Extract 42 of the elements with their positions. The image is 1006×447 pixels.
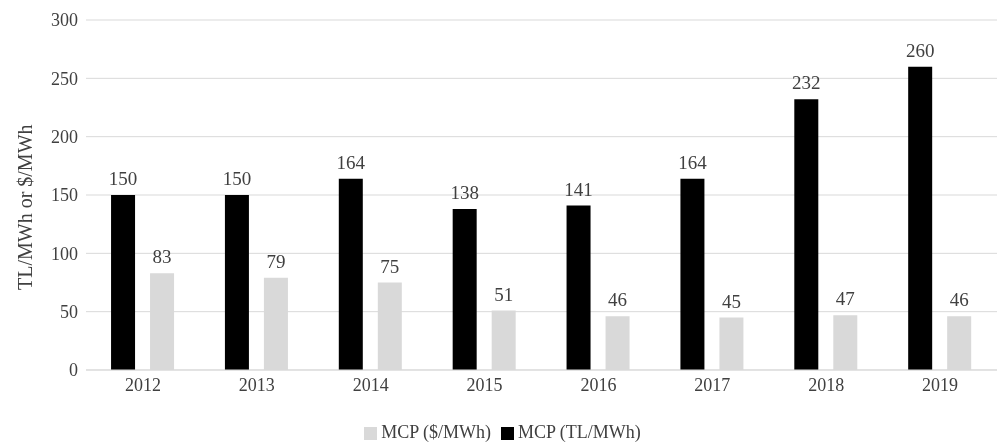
data-label: 260 — [905, 39, 935, 61]
x-tick-label: 2012 — [124, 374, 161, 395]
legend-label: MCP ($/MWh) — [381, 422, 491, 442]
y-tick-label: 300 — [51, 10, 78, 31]
x-tick-label: 2014 — [352, 374, 389, 395]
y-tick-label: 250 — [51, 68, 78, 89]
x-tick-label: 2018 — [808, 374, 845, 395]
y-tick-label: 0 — [69, 360, 78, 381]
bar — [224, 195, 249, 370]
bar — [908, 66, 933, 370]
data-label: 46 — [608, 289, 628, 311]
y-tick-label: 150 — [51, 185, 78, 206]
x-tick-label: 2019 — [922, 374, 959, 395]
data-label: 51 — [494, 283, 514, 305]
bar — [566, 205, 591, 370]
data-label: 46 — [949, 289, 969, 311]
bar — [452, 209, 477, 370]
y-tick-label: 50 — [60, 302, 78, 323]
y-axis-title: TL/MWh or $/MWh — [14, 124, 37, 290]
data-label: 150 — [222, 168, 252, 189]
data-label: 45 — [721, 290, 741, 312]
data-label: 47 — [835, 288, 855, 310]
bar — [338, 178, 363, 370]
bar — [794, 99, 819, 370]
x-tick-label: 2013 — [238, 374, 275, 395]
data-label: 75 — [380, 255, 400, 277]
x-tick-label: 2017 — [694, 374, 731, 395]
data-label: 164 — [678, 151, 708, 173]
x-tick-label: 2015 — [466, 374, 503, 395]
data-label: 150 — [108, 168, 138, 189]
bar — [111, 195, 136, 370]
data-label: 138 — [450, 182, 479, 203]
data-label: 164 — [336, 151, 366, 173]
y-tick-label: 100 — [51, 243, 78, 264]
data-label: 83 — [152, 246, 172, 268]
data-label: 79 — [266, 250, 286, 272]
data-label: 232 — [792, 72, 821, 94]
legend-label: MCP (TL/MWh) — [518, 422, 641, 442]
x-tick-label: 2016 — [580, 374, 617, 395]
data-label: 141 — [564, 178, 593, 200]
bar — [680, 178, 705, 370]
y-tick-label: 200 — [51, 127, 78, 148]
